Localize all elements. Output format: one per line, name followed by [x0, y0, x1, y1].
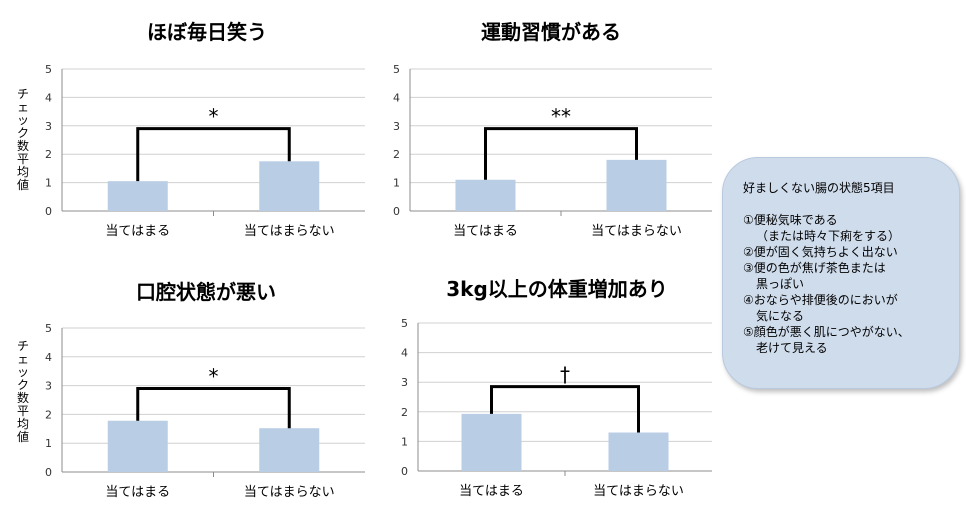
bar	[606, 159, 667, 211]
notes-item: ④おならや排便後のにおいが	[743, 293, 898, 307]
y-tick-label: 3	[45, 380, 52, 393]
significance-bracket	[136, 127, 291, 182]
y-tick-label: 4	[401, 347, 408, 360]
notes-item: ⑤顔色が悪く肌につやがない、	[743, 325, 910, 339]
y-tick-label: 4	[45, 351, 52, 364]
y-tick-label: 2	[45, 148, 52, 161]
x-category-label: 当てはまらない	[593, 484, 684, 499]
x-category-label: 当てはまる	[459, 484, 524, 499]
bar	[107, 420, 168, 472]
y-tick-label: 5	[45, 63, 52, 76]
x-category-label: 当てはまる	[105, 224, 170, 239]
y-tick-label: 0	[45, 466, 52, 479]
y-tick-label: 2	[401, 406, 408, 419]
y-axis-label: チェック数平均値	[16, 87, 29, 192]
significance-bracket	[490, 385, 640, 433]
y-tick-label: 2	[45, 408, 52, 421]
y-tick-label: 4	[45, 91, 52, 104]
notes-title: 好ましくない腸の状態5項目	[743, 181, 895, 195]
y-tick-label: 0	[45, 205, 52, 218]
y-tick-label: 0	[393, 205, 400, 218]
bar	[259, 161, 320, 211]
notes-item: （または時々下痢をする）	[756, 229, 901, 243]
x-category-label: 当てはまらない	[244, 485, 335, 500]
y-tick-label: 4	[393, 91, 400, 104]
bar	[461, 413, 522, 471]
notes-item: ①便秘気味である	[743, 213, 838, 227]
significance-marker: †	[560, 363, 570, 387]
bar	[259, 428, 320, 472]
notes-item: 老けて見える	[756, 341, 828, 355]
y-tick-label: 3	[45, 120, 52, 133]
y-tick-label: 5	[393, 63, 400, 76]
x-category-label: 当てはまる	[105, 485, 170, 500]
y-tick-label: 1	[401, 435, 408, 448]
y-tick-label: 5	[401, 317, 408, 330]
notes-item: ③便の色が焦げ茶色または	[743, 261, 886, 275]
y-tick-label: 5	[45, 322, 52, 335]
y-axis-label: チェック数平均値	[16, 339, 29, 444]
chart-title: 運動習慣がある	[481, 20, 621, 44]
notes-item: ②便が固く気持ちよく出ない	[743, 245, 898, 259]
bar	[608, 432, 669, 471]
y-tick-label: 2	[393, 148, 400, 161]
significance-marker: *	[209, 364, 219, 388]
chart-title: 口腔状態が悪い	[136, 280, 276, 304]
x-category-label: 当てはまらない	[244, 224, 335, 239]
y-tick-label: 1	[393, 177, 400, 190]
notes-item: 黒っぽい	[756, 277, 805, 291]
significance-bracket	[484, 127, 638, 180]
y-tick-label: 1	[45, 177, 52, 190]
significance-marker: **	[551, 105, 571, 129]
x-category-label: 当てはまる	[453, 224, 518, 239]
chart-title: ほぼ毎日笑う	[147, 20, 267, 44]
significance-marker: *	[209, 105, 219, 129]
significance-bracket	[136, 386, 291, 429]
notes-item: 気になる	[756, 309, 805, 323]
y-tick-label: 0	[401, 465, 408, 478]
notes-box: 好ましくない腸の状態5項目 ①便秘気味である （または時々下痢をする） ②便が固…	[722, 157, 960, 389]
y-tick-label: 3	[401, 376, 408, 389]
y-tick-label: 1	[45, 437, 52, 450]
bar	[107, 181, 168, 211]
chart-title: 3kg以上の体重増加あり	[446, 277, 668, 301]
bar	[455, 179, 516, 211]
y-tick-label: 3	[393, 120, 400, 133]
x-category-label: 当てはまらない	[591, 224, 682, 239]
